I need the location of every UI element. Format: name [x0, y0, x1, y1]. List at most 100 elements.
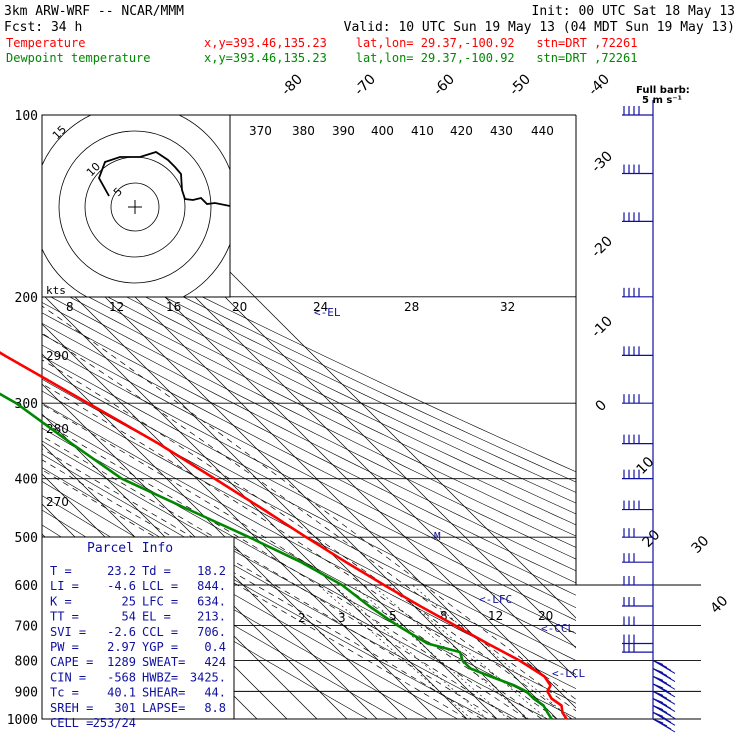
dry-adiabat — [42, 390, 576, 675]
dry-axis-label: 8 — [66, 300, 74, 314]
pressure-tick-label: 100 — [15, 109, 38, 124]
legend-dewpoint-name: Dewpoint temperature — [6, 51, 151, 65]
dry-adiabat — [42, 415, 576, 704]
dry-axis-label: 20 — [232, 300, 247, 314]
parcel-row-label: CELL = — [50, 716, 93, 730]
dry-adiabat — [42, 262, 576, 526]
pressure-tick-label: 700 — [15, 619, 38, 634]
parcel-row-value: 634. — [197, 594, 226, 608]
wind-barb — [622, 576, 653, 586]
m-marker-label: M — [434, 530, 441, 543]
parcel-annotations: <-EL <-LFC <-CCL <-LCL M — [314, 306, 585, 680]
parcel-row-value: 54 — [122, 610, 136, 624]
wind-barb — [622, 287, 653, 298]
pressure-tick-label: 900 — [15, 685, 38, 700]
pressure-tick-label: 400 — [15, 473, 38, 488]
init-time: Init: 00 UTC Sat 18 May 13 — [532, 4, 736, 19]
dry-axis-label: 32 — [500, 300, 515, 314]
wind-barb — [622, 346, 653, 356]
parcel-row-label: SVI = — [50, 625, 86, 639]
parcel-row-value: -4.6 — [107, 579, 136, 593]
moist-adiabat — [42, 421, 528, 719]
wind-barb — [622, 106, 653, 116]
parcel-row-value: 18.2 — [197, 564, 226, 578]
parcel-row-value: 8.8 — [204, 701, 226, 715]
valid-time: Valid: 10 UTC Sun 19 May 13 (04 MDT Sun … — [344, 20, 735, 35]
dry-adiabat — [42, 322, 576, 596]
pressure-tick-label: 800 — [15, 654, 38, 669]
theta-e-label: 380 — [292, 124, 315, 138]
dry-adiabat — [42, 378, 576, 661]
parcel-row-value: 844. — [197, 579, 226, 593]
lcl-marker-label: <-LCL — [552, 667, 585, 680]
dry-axis-label: 28 — [404, 300, 419, 314]
theta-e-label: 390 — [332, 124, 355, 138]
parcel-row-value: 40.1 — [107, 686, 136, 700]
theta-label: 280 — [46, 422, 69, 436]
theta-label: 290 — [46, 349, 69, 363]
isotherm — [42, 353, 408, 719]
theta-e-label: 430 — [490, 124, 513, 138]
mixing-ratio-label: 20 — [538, 609, 553, 623]
dry-adiabat — [42, 333, 576, 609]
parcel-row-value: 301 — [114, 701, 136, 715]
wind-barb — [622, 596, 653, 607]
parcel-row-value: 1289 — [107, 655, 136, 669]
parcel-row-label: SWEAT= — [142, 655, 185, 669]
parcel-row-label: TT = — [50, 610, 79, 624]
parcel-row-label: Td = — [142, 564, 171, 578]
hodograph-ring — [58, 130, 212, 284]
moist-adiabat — [42, 448, 498, 719]
parcel-row-label: CAPE = — [50, 655, 93, 669]
wind-barb — [622, 469, 653, 480]
wind-barb — [622, 500, 653, 511]
hodograph-ring — [110, 182, 160, 232]
parcel-row-value: 213. — [197, 610, 226, 624]
pressure-tick-label: 200 — [15, 291, 38, 306]
wind-barb — [622, 553, 653, 563]
dry-adiabat — [42, 271, 576, 537]
wind-barb — [652, 660, 676, 674]
sounding-profiles — [0, 351, 568, 720]
parcel-info-title: Parcel Info — [87, 541, 173, 556]
isotherm — [42, 293, 468, 719]
theta-e-label: 440 — [531, 124, 554, 138]
parcel-row-label: LCL = — [142, 579, 178, 593]
wind-barb — [652, 690, 676, 705]
parcel-row-value: 25 — [122, 594, 136, 608]
pressure-tick-label: 600 — [15, 579, 38, 594]
forecast-hour: Fcst: 34 h — [4, 20, 82, 35]
temperature-profile — [0, 351, 568, 720]
pressure-tick-label: 500 — [15, 531, 38, 546]
parcel-row-label: SREH = — [50, 701, 93, 715]
hodograph-trace — [98, 151, 230, 207]
dry-adiabat — [42, 291, 576, 560]
parcel-row-value: 2.97 — [107, 640, 136, 654]
legend-dewpoint-location: x,y=393.46,135.23 lat,lon= 29.37,-100.92… — [204, 51, 637, 65]
dry-axis-label: 12 — [109, 300, 124, 314]
theta-e-label: 400 — [371, 124, 394, 138]
mixing-ratio-label: 2 — [298, 611, 306, 625]
wind-barb — [622, 528, 653, 538]
parcel-row-value: 0.4 — [204, 640, 226, 654]
barb-legend-line2: 5 m s⁻¹ — [642, 95, 682, 106]
dry-adiabat — [42, 281, 576, 548]
parcel-info-box: Parcel Info T = 23.2 Td = 18.2 LI = -4.6 LCL =… — [41, 536, 235, 730]
dry-adiabat — [42, 367, 576, 648]
dry-axis-label: 24 — [313, 300, 328, 314]
dry-adiabat — [42, 252, 576, 515]
dry-adiabat — [42, 234, 576, 493]
wind-barb — [652, 668, 676, 682]
parcel-row-label: EL = — [142, 610, 171, 624]
parcel-row-label: T = — [50, 564, 72, 578]
isotherm — [42, 233, 528, 719]
isotherm — [42, 383, 378, 719]
hodograph-units: kts — [46, 284, 66, 297]
wind-barb — [622, 643, 653, 653]
parcel-row-value: 23.2 — [107, 564, 136, 578]
wind-barb — [652, 698, 676, 712]
mixing-ratio-label: 5 — [389, 609, 397, 623]
wind-barb — [622, 616, 653, 627]
mixing-ratio-label: 12 — [488, 609, 503, 623]
